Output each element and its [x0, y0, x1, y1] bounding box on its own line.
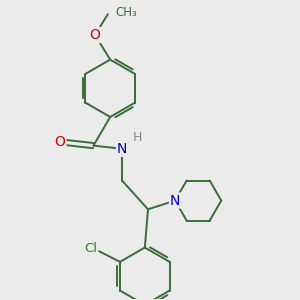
Text: H: H: [133, 131, 142, 144]
Text: CH₃: CH₃: [115, 6, 137, 19]
Text: O: O: [55, 135, 65, 149]
Text: N: N: [170, 194, 180, 208]
Text: Cl: Cl: [84, 242, 98, 255]
Text: N: N: [117, 142, 127, 156]
Text: O: O: [90, 28, 101, 42]
